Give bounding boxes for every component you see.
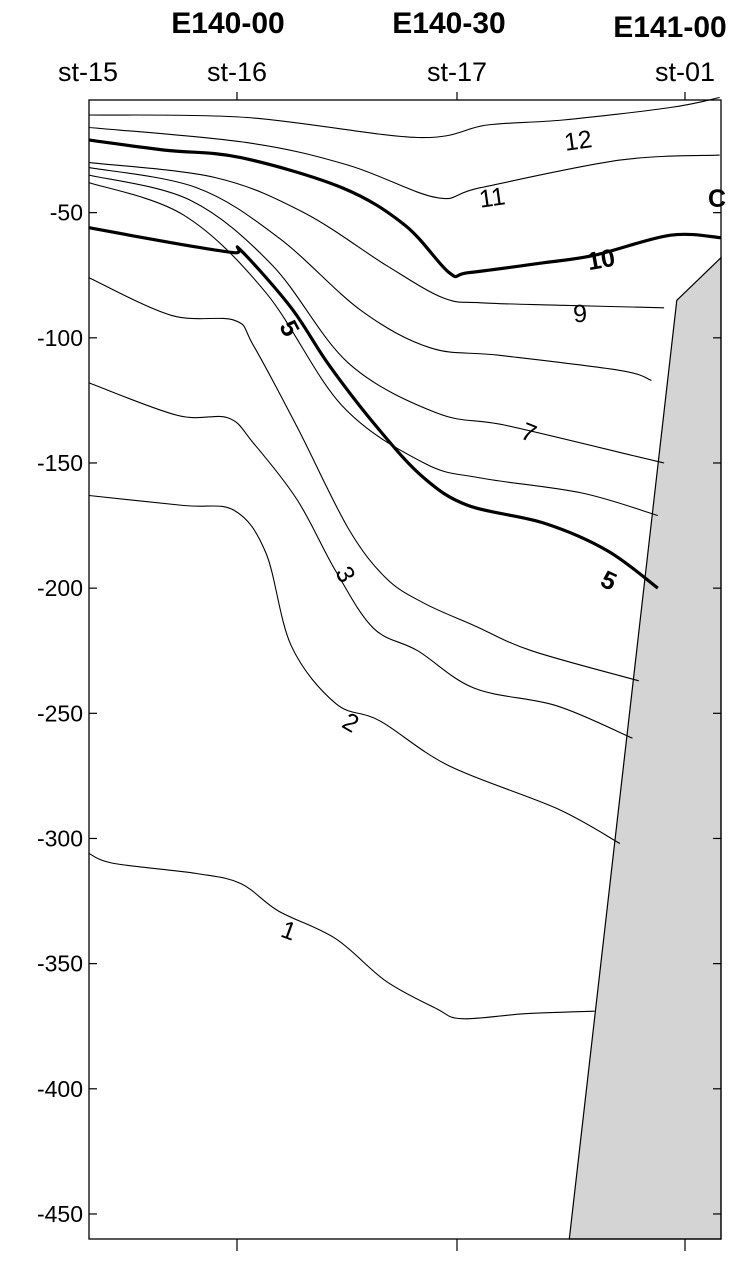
axis-ticks-layer [89, 92, 721, 1251]
contour-line-11 [88, 126, 720, 200]
contour-line-5 [88, 226, 659, 590]
y-tick-labels: -50 -100 -150 -200 -250 -300 -350 -400 -450 [37, 200, 83, 1227]
y-tick-label: -450 [37, 1201, 83, 1227]
contour-line-2 [88, 494, 621, 844]
contour-label-2: 2 [337, 707, 363, 738]
contour-label-text: 9 [572, 300, 588, 329]
station-label-st-17: st-17 [427, 57, 487, 87]
seafloor-topography [568, 256, 722, 1240]
contour-label-10: 10 [585, 244, 617, 276]
contour-label-text: 11 [477, 182, 507, 213]
contour-label-text: 3 [329, 562, 360, 587]
station-label-st-01: st-01 [655, 57, 715, 87]
y-tick-label: -300 [37, 825, 83, 851]
contour-label-text: 1 [277, 915, 300, 946]
contour-label-5: 5 [596, 565, 621, 596]
y-tick-label: -100 [37, 325, 83, 351]
y-tick-label: -150 [37, 450, 83, 476]
contour-label-5: 5 [273, 316, 304, 342]
contour-line-3 [88, 382, 633, 739]
contour-line-8 [88, 167, 652, 381]
y-tick-label: -50 [50, 200, 83, 226]
plot-frame-layer [88, 99, 722, 1240]
contour-label-12: 12 [562, 125, 593, 157]
y-tick-label: -200 [37, 575, 83, 601]
contour-line-12 [88, 96, 720, 139]
longitude-label-140-00: E140-00 [171, 7, 284, 40]
longitude-label-141-00: E141-00 [613, 11, 726, 44]
contour-label-text: 5 [273, 316, 304, 342]
contour-line-7 [88, 174, 665, 464]
contour-label-text: 2 [337, 707, 363, 738]
contour-label-text: 5 [596, 565, 621, 596]
contour-label-3: 3 [329, 562, 360, 587]
y-tick-label: -400 [37, 1076, 83, 1102]
y-tick-label: -350 [37, 951, 83, 977]
contour-lines-layer [88, 96, 722, 1020]
contour-line-10 [88, 138, 722, 279]
longitude-label-140-30: E140-30 [392, 7, 505, 40]
station-label-st-16: st-16 [207, 57, 267, 87]
contour-label-9: 9 [572, 300, 588, 329]
contour-label-11: 11 [477, 182, 507, 213]
contour-line-9 [88, 162, 665, 309]
contour-line-4 [88, 277, 639, 682]
contour-label-text: 10 [585, 244, 617, 276]
contour-label-1: 1 [277, 915, 300, 946]
partial-contour-label: C [708, 185, 726, 213]
contour-label-text: 12 [562, 125, 593, 157]
bottom-topography-layer [568, 256, 722, 1240]
contour-line-6 [88, 182, 658, 517]
station-label-st-15: st-15 [58, 57, 118, 87]
y-tick-label: -250 [37, 700, 83, 726]
plot-frame [88, 99, 722, 1240]
contour-line-1 [88, 852, 595, 1020]
